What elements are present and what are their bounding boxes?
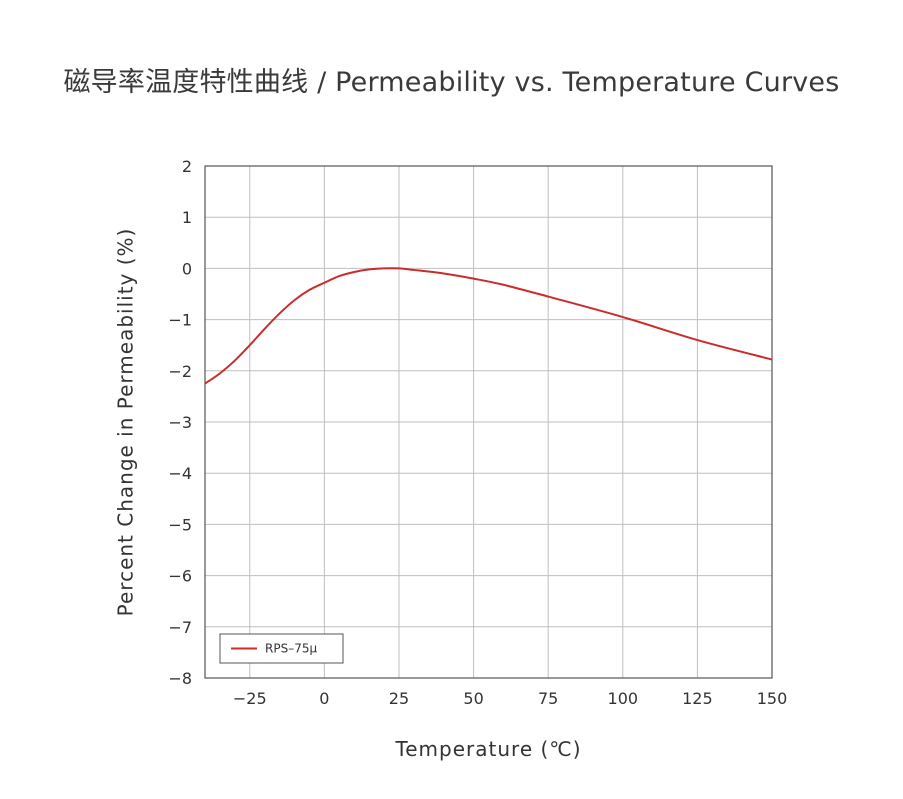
y-tick-labels: 2 1 0 −1 −2 −3 −4 −5 −6 −7 −8: [168, 157, 192, 688]
y-tick-label: 0: [182, 259, 192, 278]
y-tick-label: −1: [168, 311, 192, 330]
x-tick-label: −25: [233, 689, 267, 708]
x-axis-title: Temperature (℃): [394, 737, 581, 761]
y-tick-label: −8: [168, 669, 192, 688]
x-tick-label: 150: [757, 689, 788, 708]
grid-lines: [205, 165, 773, 679]
page-title: 磁导率温度特性曲线 / Permeability vs. Temperature…: [63, 67, 840, 98]
x-tick-label: 125: [682, 689, 713, 708]
y-tick-label: 2: [182, 157, 192, 176]
legend-label: RPS–75μ: [265, 642, 317, 656]
x-tick-label: 50: [463, 689, 483, 708]
y-tick-label: −5: [168, 515, 192, 534]
y-tick-label: −3: [168, 413, 192, 432]
x-tick-labels: −25 0 25 50 75 100 125 150: [233, 689, 787, 708]
y-tick-label: −4: [168, 464, 192, 483]
x-tick-label: 0: [319, 689, 329, 708]
x-tick-label: 100: [608, 689, 639, 708]
plot-frame: [204, 165, 773, 679]
x-tick-label: 75: [538, 689, 558, 708]
y-tick-label: −7: [168, 618, 192, 637]
y-tick-label: −2: [168, 362, 192, 381]
y-tick-label: −6: [168, 567, 192, 586]
series-line: [204, 267, 773, 385]
y-tick-label: 1: [182, 208, 192, 227]
series-layer: [204, 267, 773, 385]
y-axis-title: Percent Change in Permeability (%): [114, 228, 138, 617]
legend: RPS–75μ: [219, 633, 344, 664]
x-tick-label: 25: [389, 689, 409, 708]
